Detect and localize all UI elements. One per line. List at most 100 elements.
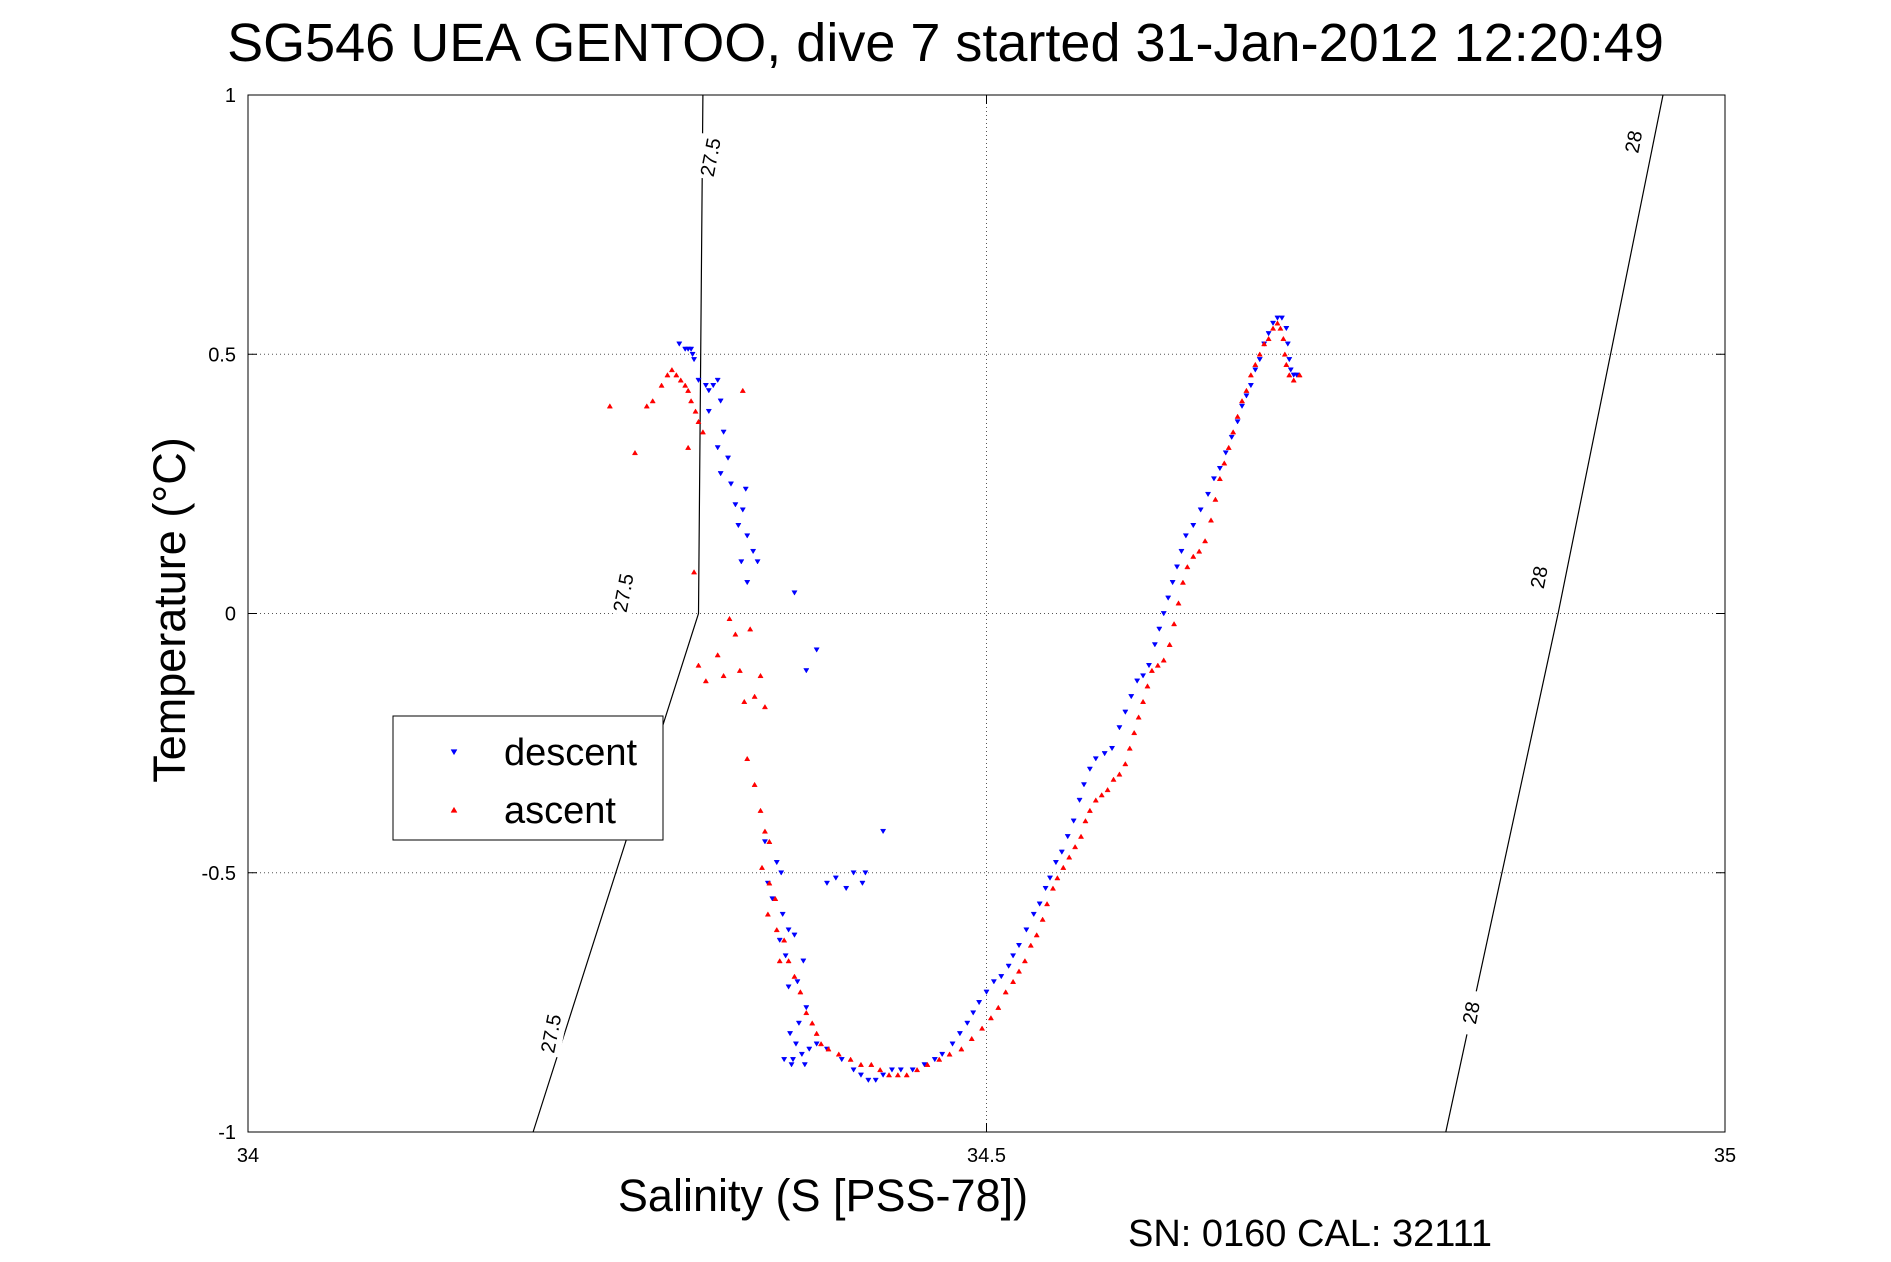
ascent-point: [741, 698, 748, 704]
x-tick-label: 35: [1714, 1145, 1736, 1167]
descent-point: [956, 1031, 963, 1037]
descent-point: [813, 1041, 820, 1047]
descent-point: [1178, 548, 1185, 555]
density-contour-line: [532, 94, 704, 1133]
descent-point: [754, 559, 761, 565]
grid-layer: [248, 95, 1725, 1132]
descent-point: [1036, 901, 1043, 907]
x-tick-label: 34: [237, 1145, 259, 1167]
descent-point: [717, 471, 724, 477]
ascent-point: [692, 408, 699, 414]
descent-point: [1101, 751, 1108, 757]
ascent-point: [744, 755, 751, 762]
descent-point: [779, 911, 786, 918]
ascent-point: [1131, 729, 1138, 736]
descent-point: [744, 580, 751, 586]
ascent-point: [1247, 372, 1254, 378]
descent-point: [859, 880, 866, 886]
ascent-point: [924, 1061, 931, 1067]
footer-serial-calibration: SN: 0160 CAL: 32111: [1128, 1213, 1493, 1255]
ascent-point: [732, 631, 739, 637]
descent-point: [813, 647, 820, 653]
ascent-point: [1230, 429, 1237, 435]
ascent-point: [1082, 818, 1089, 824]
descent-point: [794, 979, 801, 985]
descent-point: [724, 455, 732, 461]
ascent-point: [1135, 714, 1142, 720]
descent-point: [761, 839, 768, 845]
descent-point: [705, 408, 712, 415]
descent-point: [1109, 745, 1116, 752]
axes-box: [247, 94, 1726, 1133]
descent-point: [781, 1057, 788, 1063]
ascent-point: [885, 1072, 893, 1078]
ascent-point: [894, 1072, 901, 1078]
descent-point: [806, 1046, 813, 1052]
ascent-point: [776, 958, 783, 964]
descent-point: [1216, 465, 1223, 472]
descent-point: [850, 870, 857, 876]
ascent-point: [1270, 325, 1277, 331]
ascent-point: [1179, 579, 1186, 585]
ascent-point: [658, 382, 665, 388]
ascent-point: [1002, 989, 1009, 995]
ascent-point: [699, 429, 706, 435]
ascent-point: [766, 880, 773, 886]
density-contour-line: [1445, 94, 1664, 1133]
descent-point: [750, 548, 757, 555]
legend-marker-ascent: [450, 806, 458, 813]
ascent-point: [761, 703, 768, 710]
descent-point: [744, 533, 751, 539]
descent-point: [1283, 325, 1290, 332]
ascent-point: [1274, 320, 1281, 326]
descent-point: [1092, 756, 1099, 762]
descent-point: [1278, 315, 1285, 321]
descent-point: [1046, 875, 1054, 881]
ascent-point: [1190, 553, 1197, 559]
ascent-point: [702, 678, 709, 684]
descent-point: [1145, 663, 1153, 669]
y-tick-label: 1: [225, 85, 236, 107]
ascent-point: [979, 1025, 986, 1031]
descent-point: [888, 1067, 896, 1073]
ascent-point: [764, 911, 771, 917]
descent-point: [789, 1057, 797, 1063]
descent-point: [1042, 885, 1049, 892]
descent-point: [785, 927, 792, 933]
descent-point: [880, 828, 887, 835]
ascent-point: [643, 403, 650, 409]
ascent-point: [1234, 413, 1241, 419]
descent-point: [843, 885, 850, 892]
contour-label: 28: [1621, 129, 1647, 155]
ascent-point: [1066, 854, 1073, 860]
ascent-point: [1027, 942, 1034, 948]
descent-point: [998, 974, 1005, 980]
descent-point: [1140, 673, 1147, 679]
descent-point: [1287, 367, 1294, 373]
ascent-point: [818, 1041, 825, 1047]
ascent-point: [903, 1072, 910, 1078]
ascent-point: [726, 615, 733, 622]
contour-label: 28: [1459, 1000, 1485, 1026]
ascent-point: [695, 418, 702, 424]
contour-label: 28: [1527, 564, 1553, 590]
descent-point: [792, 1041, 800, 1047]
descent-point: [676, 341, 683, 347]
descent-point: [739, 507, 746, 513]
ascent-point: [691, 569, 698, 575]
ascent-point: [1243, 387, 1250, 393]
ascent-point: [1175, 600, 1182, 606]
ascent-point: [747, 626, 754, 632]
descent-point: [1023, 927, 1030, 933]
contour-label-bg: [533, 1009, 568, 1058]
contour-label-bg: [1454, 988, 1488, 1037]
x-axis-label: Salinity (S [PSS-78]): [617, 1170, 1029, 1221]
descent-point: [1197, 507, 1204, 513]
ascent-point: [1122, 761, 1129, 767]
ascent-point: [664, 372, 671, 378]
y-tick-label: -1: [218, 1122, 236, 1144]
ascent-point: [1010, 978, 1017, 984]
ascent-point: [757, 807, 764, 813]
ascent-point: [809, 1020, 816, 1026]
descent-point: [782, 953, 789, 959]
